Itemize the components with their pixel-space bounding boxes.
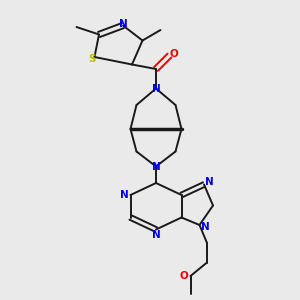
Text: N: N xyxy=(118,19,127,29)
Text: N: N xyxy=(152,230,160,240)
Text: O: O xyxy=(169,49,178,59)
Text: N: N xyxy=(152,162,160,172)
Text: S: S xyxy=(88,53,96,64)
Text: N: N xyxy=(152,83,160,94)
Text: N: N xyxy=(120,190,129,200)
Text: O: O xyxy=(179,271,188,281)
Text: N: N xyxy=(200,222,209,233)
Text: N: N xyxy=(205,177,214,187)
